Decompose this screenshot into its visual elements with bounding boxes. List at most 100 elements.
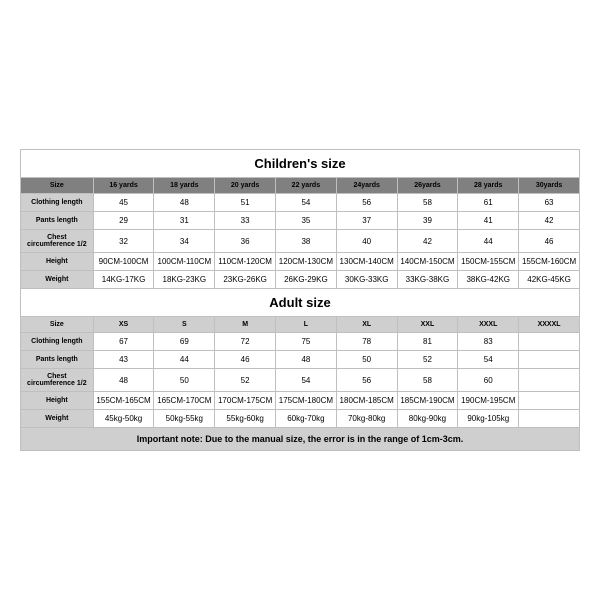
children-row-4-label: Weight <box>21 271 94 289</box>
adult-row-1-1: 44 <box>154 351 215 369</box>
adult-row-2-6: 60 <box>458 369 519 392</box>
children-row-3-3: 120CM-130CM <box>276 253 337 271</box>
adult-row-1: Pants length 43 44 46 48 50 52 54 <box>21 351 580 369</box>
children-row-2-label: Chest circumference 1/2 <box>21 230 94 253</box>
children-row-4-6: 38KG-42KG <box>458 271 519 289</box>
children-header-4: 22 yards <box>276 178 337 194</box>
children-row-3-0: 90CM-100CM <box>93 253 154 271</box>
adult-row-3-2: 170CM-175CM <box>215 392 276 410</box>
adult-header-5: XL <box>336 317 397 333</box>
children-row-2-2: 36 <box>215 230 276 253</box>
important-note: Important note: Due to the manual size, … <box>21 428 580 451</box>
children-row-2: Chest circumference 1/2 32 34 36 38 40 4… <box>21 230 580 253</box>
adult-header-8: XXXXL <box>519 317 580 333</box>
adult-row-0-4: 78 <box>336 333 397 351</box>
children-row-0-7: 63 <box>519 194 580 212</box>
adult-row-0-3: 75 <box>276 333 337 351</box>
adult-row-2-5: 58 <box>397 369 458 392</box>
children-row-1-6: 41 <box>458 212 519 230</box>
children-row-1-label: Pants length <box>21 212 94 230</box>
adult-row-4-5: 80kg-90kg <box>397 410 458 428</box>
children-row-4-5: 33KG-38KG <box>397 271 458 289</box>
children-header-6: 26yards <box>397 178 458 194</box>
children-header-3: 20 yards <box>215 178 276 194</box>
children-row-3-6: 150CM-155CM <box>458 253 519 271</box>
children-row-4-1: 18KG-23KG <box>154 271 215 289</box>
children-row-3: Height 90CM-100CM 100CM-110CM 110CM-120C… <box>21 253 580 271</box>
children-row-2-1: 34 <box>154 230 215 253</box>
adult-row-4-3: 60kg-70kg <box>276 410 337 428</box>
adult-header-0: Size <box>21 317 94 333</box>
children-row-3-5: 140CM-150CM <box>397 253 458 271</box>
adult-row-2-label: Chest circumference 1/2 <box>21 369 94 392</box>
adult-title: Adult size <box>21 289 580 317</box>
adult-row-0-0: 67 <box>93 333 154 351</box>
adult-row-2-1: 50 <box>154 369 215 392</box>
children-row-0-5: 58 <box>397 194 458 212</box>
children-row-4-7: 42KG-45KG <box>519 271 580 289</box>
children-row-0-4: 56 <box>336 194 397 212</box>
adult-row-1-7 <box>519 351 580 369</box>
children-row-2-3: 38 <box>276 230 337 253</box>
children-row-4-4: 30KG-33KG <box>336 271 397 289</box>
adult-row-2-2: 52 <box>215 369 276 392</box>
children-header-5: 24yards <box>336 178 397 194</box>
adult-row-2-4: 56 <box>336 369 397 392</box>
children-row-4-0: 14KG-17KG <box>93 271 154 289</box>
adult-row-2-3: 54 <box>276 369 337 392</box>
children-row-3-7: 155CM-160CM <box>519 253 580 271</box>
children-title: Children's size <box>21 150 580 178</box>
children-row-0-3: 54 <box>276 194 337 212</box>
adult-row-2: Chest circumference 1/2 48 50 52 54 56 5… <box>21 369 580 392</box>
children-row-1-2: 33 <box>215 212 276 230</box>
children-row-4-3: 26KG-29KG <box>276 271 337 289</box>
adult-row-2-7 <box>519 369 580 392</box>
children-header-row: Size 16 yards 18 yards 20 yards 22 yards… <box>21 178 580 194</box>
adult-row-0-1: 69 <box>154 333 215 351</box>
children-row-0-label: Clothing length <box>21 194 94 212</box>
children-row-0-1: 48 <box>154 194 215 212</box>
children-title-row: Children's size <box>21 150 580 178</box>
adult-row-2-0: 48 <box>93 369 154 392</box>
adult-row-0-7 <box>519 333 580 351</box>
adult-row-1-2: 46 <box>215 351 276 369</box>
children-row-4-2: 23KG-26KG <box>215 271 276 289</box>
children-row-2-6: 44 <box>458 230 519 253</box>
adult-row-4-4: 70kg-80kg <box>336 410 397 428</box>
adult-row-0-5: 81 <box>397 333 458 351</box>
adult-header-4: L <box>276 317 337 333</box>
adult-row-1-3: 48 <box>276 351 337 369</box>
children-row-0-6: 61 <box>458 194 519 212</box>
adult-row-1-6: 54 <box>458 351 519 369</box>
children-row-3-2: 110CM-120CM <box>215 253 276 271</box>
children-header-8: 30yards <box>519 178 580 194</box>
adult-row-3: Height 155CM-165CM 165CM-170CM 170CM-175… <box>21 392 580 410</box>
children-row-1-0: 29 <box>93 212 154 230</box>
adult-row-0-2: 72 <box>215 333 276 351</box>
adult-row-3-5: 185CM-190CM <box>397 392 458 410</box>
children-row-1-1: 31 <box>154 212 215 230</box>
adult-row-3-1: 165CM-170CM <box>154 392 215 410</box>
children-header-0: Size <box>21 178 94 194</box>
children-row-1-5: 39 <box>397 212 458 230</box>
adult-row-4-0: 45kg-50kg <box>93 410 154 428</box>
children-row-1-7: 42 <box>519 212 580 230</box>
children-header-7: 28 yards <box>458 178 519 194</box>
adult-row-3-7 <box>519 392 580 410</box>
children-row-3-4: 130CM-140CM <box>336 253 397 271</box>
adult-row-3-6: 190CM-195CM <box>458 392 519 410</box>
adult-row-4-1: 50kg-55kg <box>154 410 215 428</box>
children-header-1: 16 yards <box>93 178 154 194</box>
children-row-2-0: 32 <box>93 230 154 253</box>
children-row-1-4: 37 <box>336 212 397 230</box>
size-chart-wrapper: Children's size Size 16 yards 18 yards 2… <box>20 149 580 451</box>
adult-row-1-label: Pants length <box>21 351 94 369</box>
adult-row-0-label: Clothing length <box>21 333 94 351</box>
adult-row-4-label: Weight <box>21 410 94 428</box>
adult-header-3: M <box>215 317 276 333</box>
adult-header-row: Size XS S M L XL XXL XXXL XXXXL <box>21 317 580 333</box>
adult-row-1-0: 43 <box>93 351 154 369</box>
adult-row-3-label: Height <box>21 392 94 410</box>
adult-row-4-7 <box>519 410 580 428</box>
adult-header-1: XS <box>93 317 154 333</box>
